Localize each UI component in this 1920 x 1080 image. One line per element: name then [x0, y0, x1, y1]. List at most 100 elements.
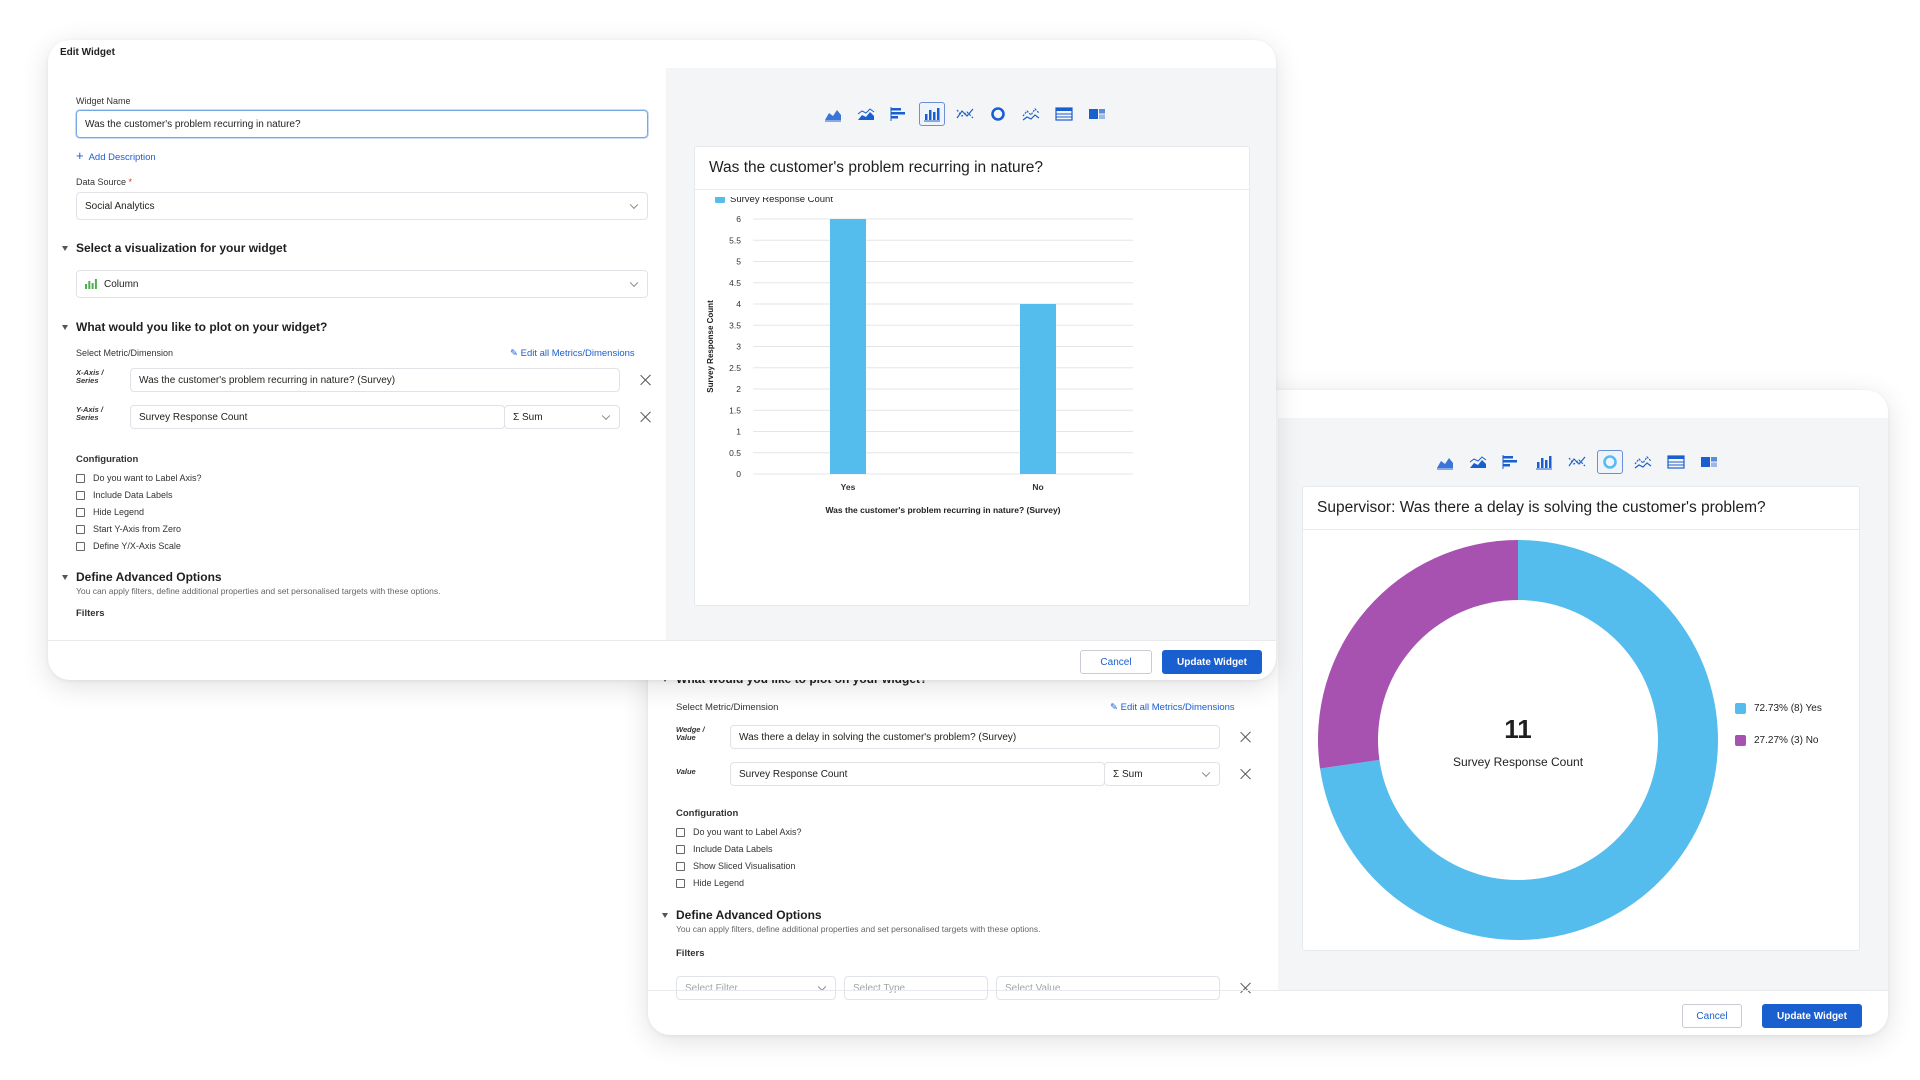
checkbox[interactable] [76, 524, 85, 534]
select-value-dropdown[interactable]: Select Value [996, 976, 1220, 1000]
bar-yes[interactable] [830, 219, 866, 474]
select-metric-label: Select Metric/Dimension [676, 702, 779, 713]
y-tick-label: 2 [736, 384, 741, 394]
config-hide-legend[interactable]: Hide Legend [676, 878, 744, 888]
y-tick-label: 2.5 [729, 363, 741, 373]
viz-option-area-chart[interactable] [1432, 450, 1458, 474]
viz-option-area-chart[interactable] [820, 102, 846, 126]
area-chart-icon [825, 110, 841, 122]
remove-wedge-icon[interactable] [1240, 731, 1252, 743]
donut-chart: 11 Survey Response Count [1318, 540, 1718, 940]
configuration-label: Configuration [676, 808, 739, 819]
viz-option-donut[interactable] [985, 102, 1011, 126]
column-chart-icon [85, 279, 97, 289]
config-y-from-zero[interactable]: Start Y-Axis from Zero [76, 524, 181, 534]
y-tick-label: 4.5 [729, 278, 741, 288]
checkbox[interactable] [76, 473, 85, 483]
viz-option-column-chart[interactable] [1531, 450, 1557, 474]
viz-option-scatter[interactable] [952, 102, 978, 126]
data-source-label: Data Source * [76, 177, 133, 187]
checkbox[interactable] [676, 827, 685, 837]
checkbox[interactable] [76, 541, 85, 551]
checkbox[interactable] [76, 507, 85, 517]
x-axis-field[interactable]: Was the customer's problem recurring in … [130, 368, 620, 392]
checkbox[interactable] [676, 861, 685, 871]
viz-option-line-chart[interactable] [1018, 102, 1044, 126]
select-filter-dropdown[interactable]: Select Filter [676, 976, 836, 1000]
y-tick-label: 0.5 [729, 448, 741, 458]
x-tick-label: No [1032, 482, 1043, 492]
viz-option-line-chart[interactable] [1630, 450, 1656, 474]
y-axis-field[interactable]: Survey Response Count [130, 405, 505, 429]
cancel-button[interactable]: Cancel [1080, 650, 1152, 674]
legend-item-yes[interactable]: 72.73% (8) Yes [1735, 703, 1822, 714]
aggregation-select[interactable]: Σ Sum [504, 405, 620, 429]
viz-option-column-chart[interactable] [919, 102, 945, 126]
y-tick-label: 5.5 [729, 235, 741, 245]
donut-icon [1603, 455, 1617, 469]
add-description-link[interactable]: + Add Description [76, 148, 156, 163]
viz-option-pivot[interactable] [1084, 102, 1110, 126]
widget-name-input[interactable]: Was the customer's problem recurring in … [76, 110, 648, 138]
bar-no[interactable] [1020, 304, 1056, 474]
column-chart-icon [1536, 456, 1552, 470]
config-data-labels[interactable]: Include Data Labels [76, 490, 173, 500]
visualization-select[interactable]: Column [76, 270, 648, 298]
update-widget-button[interactable]: Update Widget [1762, 1004, 1862, 1028]
viz-option-stacked-area[interactable] [853, 102, 879, 126]
viz-option-horizontal-bar[interactable] [886, 102, 912, 126]
plot-section-heading[interactable]: What would you like to plot on your widg… [62, 320, 327, 334]
viz-option-scatter[interactable] [1564, 450, 1590, 474]
checkbox[interactable] [676, 878, 685, 888]
config-data-labels[interactable]: Include Data Labels [676, 844, 773, 854]
donut-center-value: 11 [1504, 714, 1532, 744]
stacked-area-icon [1469, 456, 1487, 468]
remove-filter-icon[interactable] [1240, 982, 1252, 994]
line-chart-icon [1634, 456, 1652, 469]
chevron-down-icon [629, 200, 639, 210]
edit-all-metrics-link[interactable]: ✎ Edit all Metrics/Dimensions [510, 348, 635, 359]
configuration-label: Configuration [76, 454, 139, 465]
wedge-field[interactable]: Was there a delay in solving the custome… [730, 725, 1220, 749]
checkbox[interactable] [676, 844, 685, 854]
x-axis-title: Was the customer's problem recurring in … [825, 505, 1060, 515]
viz-option-table[interactable] [1663, 450, 1689, 474]
config-label-axis[interactable]: Do you want to Label Axis? [676, 827, 802, 837]
viz-option-table[interactable] [1051, 102, 1077, 126]
y-tick-label: 1 [736, 427, 741, 437]
y-tick-label: 4 [736, 299, 741, 309]
wedge-tag: Wedge / Value [676, 725, 705, 742]
update-widget-button[interactable]: Update Widget [1162, 650, 1262, 674]
remove-x-axis-icon[interactable] [640, 374, 652, 386]
preview-panel: Was the customer's problem recurring in … [666, 68, 1276, 640]
config-label-axis[interactable]: Do you want to Label Axis? [76, 473, 202, 483]
pivot-icon [1089, 109, 1105, 119]
visualization-heading[interactable]: Select a visualization for your widget [62, 241, 287, 255]
viz-option-horizontal-bar[interactable] [1498, 450, 1524, 474]
footer-divider [648, 990, 1888, 991]
edit-all-metrics-link[interactable]: ✎ Edit all Metrics/Dimensions [1110, 702, 1235, 713]
aggregation-select[interactable]: Σ Sum [1104, 762, 1220, 786]
legend-item-no[interactable]: 27.27% (3) No [1735, 735, 1818, 746]
cancel-button[interactable]: Cancel [1682, 1004, 1742, 1028]
x-tick-label: Yes [841, 482, 856, 492]
donut-chart-card: Supervisor: Was there a delay is solving… [1302, 486, 1860, 951]
advanced-options-heading[interactable]: Define Advanced Options [62, 570, 222, 584]
checkbox[interactable] [76, 490, 85, 500]
remove-value-icon[interactable] [1240, 768, 1252, 780]
viz-option-stacked-area[interactable] [1465, 450, 1491, 474]
value-field[interactable]: Survey Response Count [730, 762, 1105, 786]
config-hide-legend[interactable]: Hide Legend [76, 507, 144, 517]
config-axis-scale[interactable]: Define Y/X-Axis Scale [76, 541, 181, 551]
advanced-options-heading[interactable]: Define Advanced Options [662, 908, 822, 922]
config-sliced[interactable]: Show Sliced Visualisation [676, 861, 795, 871]
donut-slice-yes[interactable] [1320, 540, 1718, 940]
stacked-area-icon [857, 108, 875, 120]
donut-slice-no[interactable] [1318, 540, 1518, 769]
y-tick-label: 3.5 [729, 320, 741, 330]
viz-option-donut[interactable] [1597, 450, 1623, 474]
select-type-dropdown[interactable]: Select Type [844, 976, 988, 1000]
remove-y-axis-icon[interactable] [640, 411, 652, 423]
data-source-select[interactable]: Social Analytics [76, 192, 648, 220]
viz-option-pivot[interactable] [1696, 450, 1722, 474]
